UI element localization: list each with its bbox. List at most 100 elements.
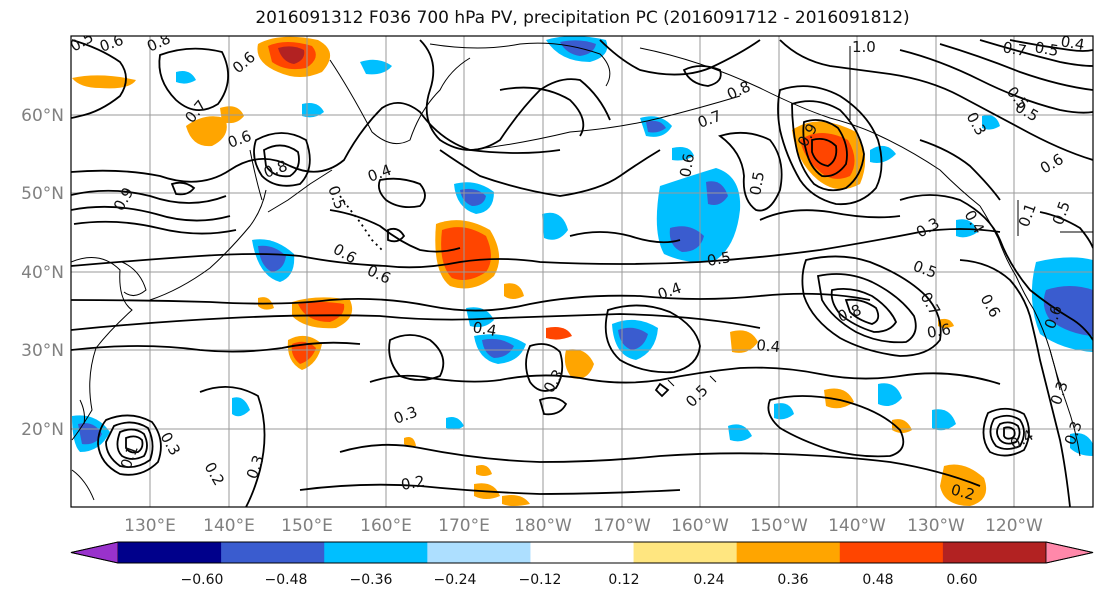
contour-label: 0.4 — [471, 318, 498, 340]
lat-label-40n: 40°N — [21, 263, 64, 283]
map-title: 2016091312 F036 700 hPa PV, precipitatio… — [255, 8, 910, 28]
pv-contour — [419, 39, 611, 151]
pv-contour — [604, 304, 701, 374]
pv-contours — [71, 39, 1093, 507]
pv-contour — [1009, 39, 1093, 52]
colorbar-cell — [324, 542, 428, 563]
contour-label: 0.3 — [913, 214, 943, 242]
colorbar-tick-label: −0.36 — [350, 572, 393, 588]
pv-contour — [777, 85, 883, 206]
pv-contour — [811, 137, 838, 167]
precip-blob — [1070, 433, 1093, 456]
pv-contour — [158, 47, 229, 111]
precip-blob — [774, 403, 794, 420]
colorbar-tick-label: 0.12 — [608, 572, 639, 588]
precip-blob — [502, 495, 530, 506]
colorbar-tick-label: 0.60 — [946, 572, 977, 588]
colorbar-cell — [633, 542, 738, 563]
contour-label: 0.2 — [201, 459, 229, 489]
contour-label: 0.5 — [1033, 38, 1060, 60]
pv-contour — [791, 100, 865, 192]
coastline-baja — [1049, 349, 1061, 391]
lat-label-20n: 20°N — [21, 420, 64, 440]
lon-label: 160°E — [360, 516, 412, 536]
pv-contour — [599, 39, 761, 76]
contour-label: 0.3 — [391, 403, 420, 428]
lon-label: 130°E — [124, 516, 176, 536]
precip-blob — [404, 437, 416, 447]
pv-contour — [830, 287, 898, 333]
contour-label: 0.1 — [1015, 201, 1040, 230]
colorbar-tick-label: −0.24 — [434, 572, 477, 588]
colorbar-frame — [70, 541, 1094, 564]
pv-contour — [170, 181, 196, 196]
graticule — [71, 36, 1093, 507]
lon-label: 160°W — [671, 516, 729, 536]
pv-contour — [538, 396, 568, 416]
precip-blob — [476, 465, 492, 476]
colorbar-tick-label: −0.60 — [181, 572, 224, 588]
precip-blob — [932, 409, 956, 431]
pv-contour — [105, 421, 154, 469]
lon-label: 180°W — [514, 516, 572, 536]
pv-contour — [525, 343, 564, 392]
contour-label: 0.3 — [1047, 379, 1072, 408]
pv-contour — [499, 86, 585, 137]
precip-blob — [176, 71, 196, 84]
colorbar-cell — [530, 542, 635, 563]
pv-contour — [71, 205, 231, 222]
pv-contour — [199, 386, 266, 507]
precip-blob — [824, 388, 854, 409]
precip-blob — [542, 212, 568, 240]
pv-contour — [71, 292, 871, 312]
contour-label: 1.0 — [852, 38, 876, 56]
coastline-korea — [121, 261, 147, 296]
precip-blob — [466, 307, 494, 328]
precip-blob — [728, 424, 752, 442]
contour-label: 0.5 — [682, 381, 712, 411]
contour-label: 0.6 — [676, 152, 698, 179]
coastline-border — [1017, 200, 1093, 236]
contour-label: 0.7 — [917, 289, 945, 319]
pv-contour — [388, 334, 445, 381]
pv-contour — [989, 414, 1025, 450]
pv-contour — [779, 39, 1093, 161]
precip-blob — [564, 349, 594, 379]
colorbar-tick-labels: −0.60 −0.48 −0.36 −0.24 −0.12 0.12 0.24 … — [181, 572, 978, 588]
contour-label: 0.4 — [655, 279, 684, 304]
coastline-aleutian — [469, 95, 741, 151]
pv-contour — [718, 131, 783, 212]
precip-blob — [278, 46, 305, 64]
colorbar-cell — [118, 542, 222, 563]
precip-blob — [560, 40, 596, 56]
pv-contour — [982, 407, 1030, 457]
lon-label: 150°W — [750, 516, 808, 536]
precip-blob — [982, 115, 1000, 130]
coastline-alaska — [639, 47, 981, 207]
pv-contour — [71, 341, 361, 353]
precip-blob — [618, 327, 648, 350]
pv-contour — [654, 382, 670, 398]
pv-contour — [682, 65, 722, 87]
contour-label: 0.5 — [324, 183, 349, 212]
precip-blob — [672, 147, 694, 161]
pv-contour — [71, 39, 127, 119]
pv-contour — [939, 43, 1093, 91]
colorbar-cell — [839, 542, 944, 563]
pv-contour — [899, 194, 1093, 341]
precip-blob — [441, 227, 491, 280]
contour-label: 0.1 — [117, 443, 142, 472]
pv-contour — [959, 259, 1071, 507]
lon-label: 140°E — [203, 516, 255, 536]
pv-contour — [116, 428, 148, 460]
coastline-philippines — [71, 469, 95, 501]
contour-label: 0.2 — [400, 472, 427, 494]
colorbar-extend-high — [1045, 541, 1094, 564]
pv-contour — [802, 119, 848, 178]
precip-blob — [258, 245, 286, 272]
pv-contour — [899, 49, 1093, 114]
pv-contour — [801, 255, 942, 357]
colorbar: −0.60 −0.48 −0.36 −0.24 −0.12 0.12 0.24 … — [70, 541, 1094, 588]
pv-contour — [71, 228, 1001, 269]
contour-label: 0.7 — [1001, 38, 1028, 60]
